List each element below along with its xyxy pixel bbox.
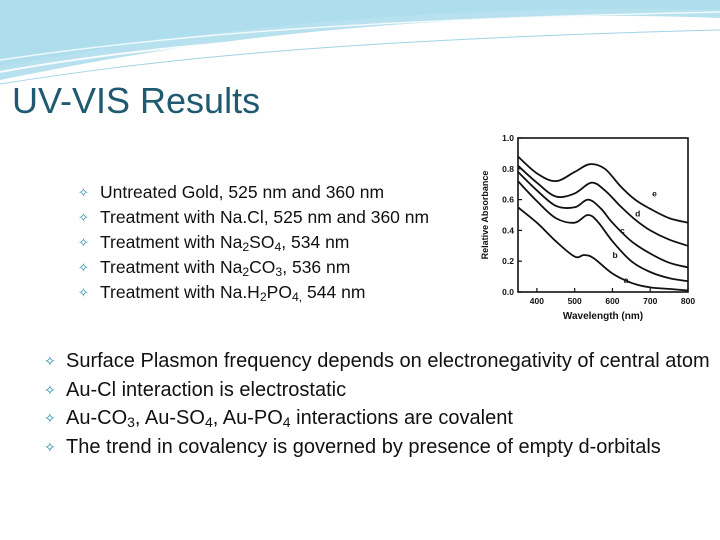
top-bullet-item: ✧ Treatment with Na2SO4, 534 nm (78, 230, 429, 255)
header-swoosh-decoration (0, 0, 720, 85)
series-label-b: b (612, 250, 617, 260)
series-line-c (517, 171, 689, 269)
swoosh-bullet-icon: ✧ (78, 210, 89, 225)
bullet-subscript: 4 (282, 414, 291, 430)
main-bullet-item: ✧ Au-Cl interaction is electrostatic (44, 379, 714, 403)
series-line-d (517, 165, 689, 247)
bullet-subscript: 3 (127, 414, 135, 430)
y-tick-label: 0.0 (502, 287, 514, 297)
bullet-text: 544 nm (302, 282, 366, 302)
bullet-subscript: 2 (242, 240, 250, 254)
swoosh-bullet-icon: ✧ (78, 260, 89, 275)
x-tick-label: 800 (681, 296, 695, 306)
x-tick-label: 600 (605, 296, 619, 306)
x-tick-label: 500 (568, 296, 582, 306)
main-bullet-item: ✧ Au-CO3, Au-SO4, Au-PO4 interactions are… (44, 407, 714, 431)
swoosh-bullet-icon: ✧ (44, 353, 56, 369)
x-tick-label: 400 (530, 296, 544, 306)
bullet-text: Treatment with Na.Cl, 525 nm and 360 nm (100, 207, 430, 227)
y-axis-label: Relative Absorbance (480, 171, 490, 260)
bullet-text: interactions are covalent (290, 407, 513, 429)
series-line-e (517, 155, 689, 224)
bullet-text: PO (266, 282, 292, 302)
swoosh-bullet-icon: ✧ (78, 185, 89, 200)
bullet-text: , 534 nm (281, 232, 350, 252)
bullet-text: Treatment with Na.H (100, 282, 260, 302)
swoosh-bullet-icon: ✧ (78, 235, 89, 250)
main-bullet-item: ✧ The trend in covalency is governed by p… (44, 436, 714, 460)
y-tick-label: 0.6 (502, 195, 514, 205)
y-tick-label: 0.4 (502, 225, 514, 235)
y-tick-label: 0.2 (502, 256, 514, 266)
series-line-a (517, 206, 689, 292)
series-line-b (517, 180, 689, 283)
y-tick-label: 0.8 (502, 164, 514, 174)
bullet-subscript: 2 (259, 290, 267, 304)
bullet-text: Au-CO (66, 407, 128, 429)
series-label-e: e (652, 189, 657, 199)
series-label-a: a (624, 275, 629, 285)
top-bullet-item: ✧ Untreated Gold, 525 nm and 360 nm (78, 180, 429, 205)
bullet-text: , Au-PO (212, 407, 283, 429)
main-bullet-list: ✧ Surface Plasmon frequency depends on el… (44, 350, 714, 464)
bullet-text: Surface Plasmon frequency depends on ele… (66, 350, 710, 372)
bullet-text: Untreated Gold, 525 nm and 360 nm (100, 182, 385, 202)
bullet-text: Au-Cl interaction is electrostatic (66, 378, 347, 401)
bullet-subscript: 3 (275, 265, 283, 279)
series-label-c: c (620, 225, 625, 235)
swoosh-bullet-icon: ✧ (44, 381, 56, 398)
y-tick-label: 1.0 (502, 133, 514, 143)
slide-title: UV-VIS Results (12, 80, 261, 121)
bullet-subscript: 2 (242, 265, 250, 279)
top-bullet-item: ✧ Treatment with Na.H2PO4, 544 nm (78, 280, 429, 305)
bullet-text: Treatment with Na (100, 232, 243, 252)
x-tick-label: 700 (643, 296, 657, 306)
top-bullet-item: ✧ Treatment with Na.Cl, 525 nm and 360 nm (78, 205, 429, 230)
plot-frame (517, 137, 689, 293)
swoosh-bullet-icon: ✧ (78, 285, 89, 300)
top-bullet-list: ✧ Untreated Gold, 525 nm and 360 nm ✧ Treat… (78, 180, 429, 305)
x-axis-label: Wavelength (nm) (563, 311, 643, 322)
swoosh-bullet-icon: ✧ (44, 410, 56, 426)
uv-vis-chart: 400 500 600 700 800 0.0 0.2 0.4 0.6 0.8 1.0 Wavelen… (480, 133, 695, 322)
bullet-subscript: 4 (274, 240, 282, 254)
bullet-text: CO (249, 257, 276, 277)
bullet-text: SO (249, 232, 275, 252)
bullet-text: , Au-SO (134, 407, 205, 429)
bullet-text: The trend in covalency is governed by pr… (66, 435, 661, 458)
bullet-text: Treatment with Na (100, 257, 243, 277)
swoosh-bullet-icon: ✧ (44, 438, 56, 455)
bullet-text: , 536 nm (282, 257, 351, 277)
bullet-subscript: 4, (291, 290, 303, 304)
series-label-d: d (635, 209, 640, 219)
main-bullet-item: ✧ Surface Plasmon frequency depends on el… (44, 350, 714, 374)
top-bullet-item: ✧ Treatment with Na2CO3, 536 nm (78, 255, 429, 280)
bullet-subscript: 4 (204, 414, 213, 430)
